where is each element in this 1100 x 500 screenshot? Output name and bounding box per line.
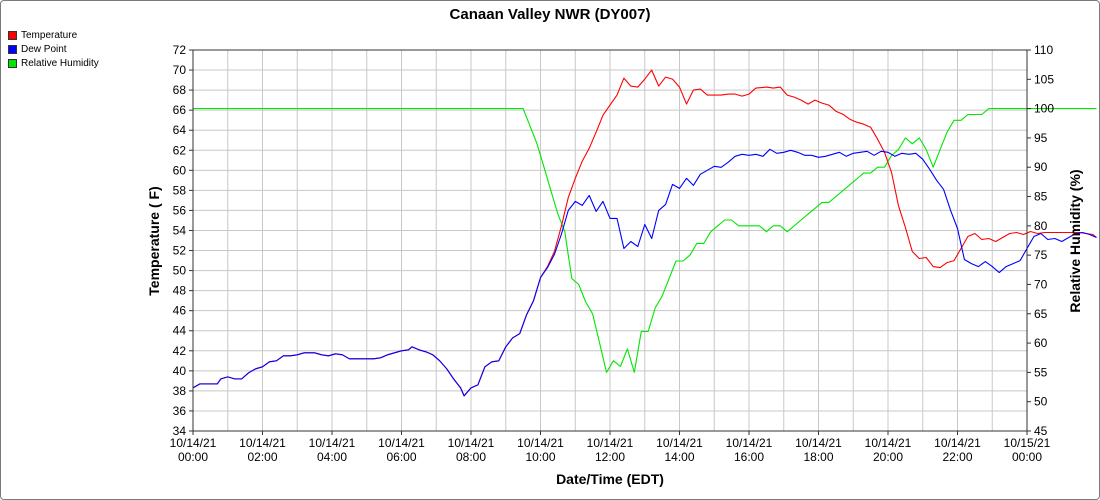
y-tick-label: 50 [173, 264, 187, 278]
y-tick-label: 38 [173, 384, 187, 398]
legend-label-dewpoint: Dew Point [21, 43, 67, 55]
legend-item-humidity: Relative Humidity [8, 56, 99, 70]
x-tick-label-date: 10/14/21 [726, 436, 773, 450]
y-tick-label: 58 [173, 183, 187, 197]
legend-swatch-temperature [8, 30, 17, 40]
x-tick-label-date: 10/14/21 [448, 436, 495, 450]
y2-tick-label: 85 [1034, 190, 1048, 204]
x-tick-label-time: 00:00 [178, 450, 208, 464]
y-tick-label: 44 [173, 324, 187, 338]
y2-tick-label: 50 [1034, 395, 1048, 409]
y-axis-ticks: 34 36 38 40 42 44 46 48 50 52 54 56 58 60 62 64 66 68 70 72 [173, 43, 193, 438]
y2-tick-label: 105 [1034, 72, 1054, 86]
y-tick-label: 46 [173, 304, 187, 318]
x-tick-label-time: 02:00 [247, 450, 277, 464]
y-tick-label: 64 [173, 123, 187, 137]
legend-label-temperature: Temperature [21, 29, 78, 41]
legend: Temperature Dew Point Relative Humidity [8, 28, 99, 70]
x-tick-label-date: 10/14/21 [656, 436, 703, 450]
y-tick-label: 62 [173, 143, 187, 157]
y-tick-label: 68 [173, 83, 187, 97]
x-tick-label-date: 10/14/21 [170, 436, 217, 450]
y2-tick-label: 60 [1034, 336, 1048, 350]
y-tick-label: 70 [173, 63, 187, 77]
series-lines [192, 69, 1097, 397]
y-tick-label: 42 [173, 344, 187, 358]
x-tick-label-time: 18:00 [803, 450, 833, 464]
y-tick-label: 72 [173, 43, 187, 57]
legend-swatch-humidity [8, 58, 17, 68]
x-tick-label-time: 04:00 [317, 450, 347, 464]
x-tick-label-date: 10/14/21 [934, 436, 981, 450]
grid [192, 49, 1028, 432]
y-tick-label: 56 [173, 203, 187, 217]
x-tick-label-date: 10/15/21 [1004, 436, 1051, 450]
x-tick-label-time: 08:00 [456, 450, 486, 464]
y2-tick-label: 65 [1034, 307, 1048, 321]
x-tick-label-date: 10/14/21 [865, 436, 912, 450]
legend-swatch-dewpoint [8, 44, 17, 54]
x-tick-label-date: 10/14/21 [795, 436, 842, 450]
y2-tick-label: 80 [1034, 219, 1048, 233]
x-tick-label-date: 10/14/21 [587, 436, 634, 450]
x-axis-ticks: 10/14/2100:0010/14/2102:0010/14/2104:001… [170, 431, 1051, 464]
x-tick-label-time: 00:00 [1012, 450, 1042, 464]
y2-tick-label: 90 [1034, 160, 1048, 174]
y2-tick-label: 100 [1034, 102, 1054, 116]
legend-item-dewpoint: Dew Point [8, 42, 99, 56]
x-tick-label-time: 10:00 [525, 450, 555, 464]
x-tick-label-time: 22:00 [942, 450, 972, 464]
y2-tick-label: 95 [1034, 131, 1048, 145]
y-tick-label: 66 [173, 103, 187, 117]
x-tick-label-date: 10/14/21 [378, 436, 425, 450]
y2-tick-label: 70 [1034, 277, 1048, 291]
humidity-line [193, 108, 1097, 373]
legend-item-temperature: Temperature [8, 28, 99, 42]
y2-tick-label: 45 [1034, 424, 1048, 438]
y-tick-label: 36 [173, 404, 187, 418]
y-axis-label: Temperature ( F) [146, 186, 162, 295]
y2-tick-label: 55 [1034, 365, 1048, 379]
x-tick-label-time: 06:00 [386, 450, 416, 464]
x-tick-label-date: 10/14/21 [517, 436, 564, 450]
y-tick-label: 48 [173, 284, 187, 298]
y2-axis-ticks: 45 50 55 60 65 70 75 80 85 90 95 100 105 110 [1027, 43, 1054, 438]
x-tick-label-time: 14:00 [664, 450, 694, 464]
chart-title: Canaan Valley NWR (DY007) [450, 6, 651, 23]
y-tick-label: 40 [173, 364, 187, 378]
x-axis-label: Date/Time (EDT) [556, 471, 664, 487]
y2-axis-label: Relative Humidity (%) [1067, 169, 1083, 312]
y-tick-label: 60 [173, 163, 187, 177]
x-tick-label-time: 16:00 [734, 450, 764, 464]
y-tick-label: 54 [173, 223, 187, 237]
x-tick-label-date: 10/14/21 [309, 436, 356, 450]
legend-label-humidity: Relative Humidity [21, 57, 99, 69]
dewpoint-line [192, 148, 1097, 397]
x-tick-label-time: 12:00 [595, 450, 625, 464]
y-tick-label: 52 [173, 244, 187, 258]
y-tick-label: 34 [173, 424, 187, 438]
x-tick-label-date: 10/14/21 [239, 436, 286, 450]
y2-tick-label: 75 [1034, 248, 1048, 262]
x-tick-label-time: 20:00 [873, 450, 903, 464]
y2-tick-label: 110 [1034, 43, 1053, 57]
